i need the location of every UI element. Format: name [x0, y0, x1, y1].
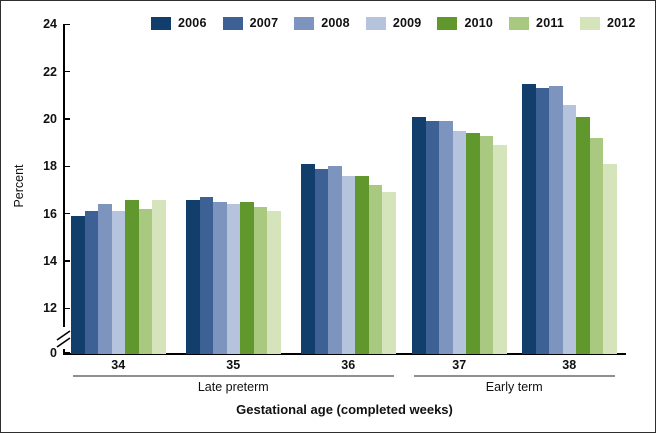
y-tick: [63, 307, 70, 310]
legend-label: 2008: [321, 16, 350, 30]
legend-item: 2006: [151, 16, 207, 30]
bar-2011-36: [368, 185, 382, 354]
legend-swatch-2012: [579, 16, 600, 30]
legend-swatch-2010: [437, 16, 458, 30]
legend-label: 2010: [464, 16, 494, 30]
bar-2007-36: [314, 168, 328, 354]
bar-2009-36: [341, 175, 355, 354]
legend: 2006 2007 2008 2009 2010 2011 2012: [151, 16, 636, 30]
bar-2006-35: [186, 199, 200, 354]
bar-2008-36: [328, 166, 342, 354]
y-tick: [63, 212, 70, 215]
x-category-label: 34: [111, 358, 126, 372]
y-tick-label: 0: [50, 346, 57, 360]
legend-swatch-2008: [294, 16, 315, 30]
bar-2007-37: [425, 121, 439, 354]
bar-2012-38: [603, 164, 617, 354]
x-category-label: 38: [562, 358, 577, 372]
legend-swatch-2009: [365, 16, 386, 30]
y-tick: [63, 165, 70, 168]
bar-2006-36: [301, 164, 315, 354]
bar-2010-37: [466, 133, 480, 354]
y-tick-label: 16: [43, 206, 57, 221]
legend-label: 2012: [606, 16, 636, 30]
bar-2007-34: [84, 211, 98, 354]
bar-2010-35: [240, 201, 254, 354]
bar-2011-37: [479, 135, 493, 354]
bar-2012-34: [152, 199, 166, 354]
bar-2009-34: [111, 211, 125, 354]
y-tick-label: 22: [43, 64, 57, 79]
legend-label: 2006: [178, 16, 207, 30]
x-category-label: 36: [341, 358, 356, 372]
y-tick-label: 24: [43, 17, 57, 32]
y-axis-title: Percent: [12, 164, 26, 208]
y-tick-label: 12: [43, 301, 57, 316]
legend-label: 2011: [536, 16, 564, 30]
bar-2010-36: [355, 175, 369, 354]
bracket-label: Early term: [485, 380, 543, 394]
bracket-line: [414, 375, 615, 377]
legend-item: 2012: [579, 16, 636, 30]
bar-2011-35: [253, 206, 267, 354]
bar-2012-36: [382, 192, 396, 354]
bar-2009-35: [226, 204, 240, 354]
y-tick: [63, 23, 70, 26]
bracket-label: Late preterm: [197, 380, 269, 394]
y-tick: [63, 260, 70, 262]
legend-swatch-2007: [222, 16, 243, 30]
legend-item: 2009: [365, 16, 422, 30]
legend-swatch-2011: [509, 16, 530, 30]
bar-2009-37: [452, 130, 466, 354]
bar-2009-38: [562, 104, 576, 354]
legend-item: 2007: [222, 16, 279, 30]
bar-2006-34: [71, 216, 85, 354]
bar-2008-34: [98, 204, 112, 354]
bar-2007-35: [199, 197, 213, 354]
bar-2008-35: [213, 201, 227, 354]
y-tick-label: 18: [43, 159, 57, 174]
axis-break-icon: [56, 327, 72, 349]
bracket-line: [73, 375, 394, 377]
bar-2008-38: [549, 85, 563, 354]
bar-2007-38: [535, 88, 549, 354]
y-tick: [63, 118, 70, 120]
bar-2011-38: [589, 137, 603, 354]
y-tick: [63, 352, 70, 354]
bar-2012-35: [267, 211, 281, 354]
bar-2006-38: [522, 83, 536, 354]
y-tick-label: 14: [43, 254, 57, 269]
legend-item: 2011: [509, 16, 564, 30]
legend-label: 2009: [392, 16, 422, 30]
bar-2012-37: [493, 145, 507, 354]
bar-2010-34: [125, 199, 139, 354]
bar-2011-34: [138, 208, 152, 354]
bar-2006-37: [412, 116, 426, 354]
x-category-label: 35: [226, 358, 241, 372]
legend-item: 2008: [294, 16, 350, 30]
x-axis-title: Gestational age (completed weeks): [236, 402, 453, 417]
y-tick: [63, 70, 70, 73]
bar-2010-38: [576, 116, 590, 354]
y-axis-line: [63, 24, 65, 354]
legend-label: 2007: [249, 16, 279, 30]
y-tick-label: 20: [43, 112, 57, 127]
bar-2008-37: [439, 121, 453, 354]
x-category-label: 37: [452, 358, 467, 372]
legend-swatch-2006: [151, 16, 171, 30]
legend-item: 2010: [437, 16, 493, 30]
